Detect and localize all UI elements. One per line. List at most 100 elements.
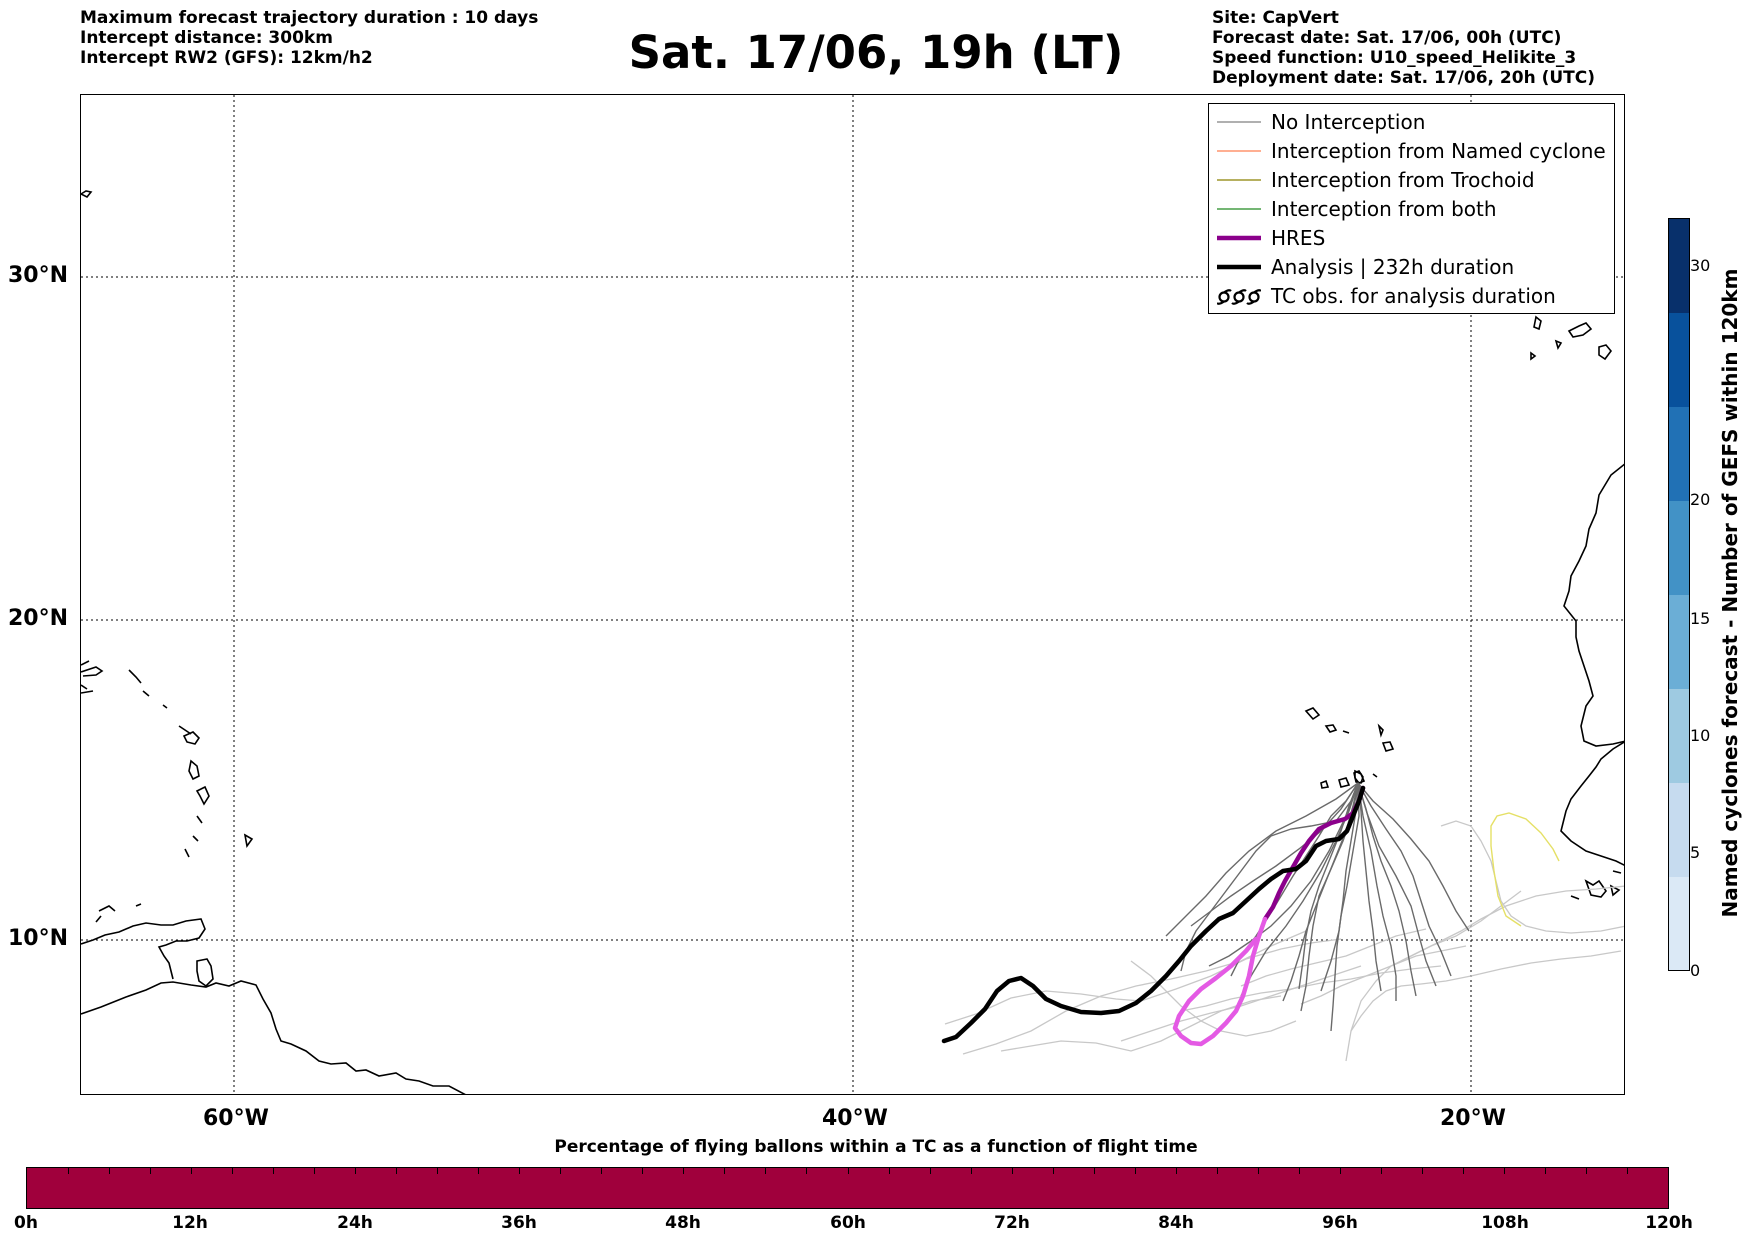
- cbar-bottom-minor-tick: [724, 1168, 726, 1174]
- hispaniola-edge: [81, 660, 90, 690]
- cbar-right-tick: 5: [1690, 843, 1701, 862]
- colorbar-right-label: Named cyclones forecast - Number of GEFS…: [1718, 268, 1742, 918]
- coastlines: [81, 190, 1624, 1094]
- cbar-bottom-minor-tick: [1544, 1168, 1546, 1174]
- ensemble-track: [1165, 782, 1359, 937]
- legend-label: Interception from Named cyclone: [1271, 139, 1606, 163]
- legend-label: TC obs. for analysis duration: [1271, 284, 1556, 308]
- cbar-segment: [1669, 689, 1689, 783]
- legend-item-tc-obs: TC obs. for analysis duration: [1209, 281, 1614, 310]
- cbar-bottom-minor-tick: [1257, 1168, 1259, 1174]
- info-right-line-2: Forecast date: Sat. 17/06, 00h (UTC): [1212, 28, 1562, 48]
- map-legend: No Interception Interception from Named …: [1208, 103, 1615, 314]
- legend-label: No Interception: [1271, 110, 1426, 134]
- ensemble-track: [1208, 782, 1359, 967]
- cbar-bottom-minor-tick: [519, 1168, 521, 1174]
- colorbar-right: [1668, 218, 1690, 971]
- ensemble-track: [944, 938, 1342, 1025]
- ensemble-track: [1240, 928, 1427, 987]
- cbar-bottom-tick: 108h: [1481, 1213, 1529, 1233]
- legend-item-trochoid: Interception from Trochoid: [1209, 165, 1614, 194]
- cbar-bottom-tick: 48h: [665, 1213, 701, 1233]
- ensemble-track: [1330, 782, 1360, 1032]
- cbar-bottom-minor-tick: [847, 1168, 849, 1174]
- colorbar-bottom-title: Percentage of flying ballons within a TC…: [554, 1137, 1198, 1157]
- leeward-islands: [81, 666, 254, 923]
- legend-line-swatch: [1217, 264, 1261, 270]
- cbar-bottom-tick: 36h: [501, 1213, 537, 1233]
- cbar-bottom-minor-tick: [1175, 1168, 1177, 1174]
- legend-item-analysis: Analysis | 232h duration: [1209, 252, 1614, 281]
- legend-label: Analysis | 232h duration: [1271, 255, 1515, 279]
- colorbar-right-gradient: [1669, 219, 1689, 970]
- ensemble-track: [1345, 890, 1522, 1062]
- ensemble-track: [1350, 950, 1622, 1032]
- info-right-line-3: Speed function: U10_speed_Helikite_3: [1212, 48, 1577, 68]
- cbar-segment: [1669, 877, 1689, 970]
- guinea-coast: [1560, 741, 1624, 866]
- cbar-bottom-minor-tick: [765, 1168, 767, 1174]
- cbar-bottom-minor-tick: [68, 1168, 70, 1174]
- legend-line-swatch: [1217, 121, 1261, 123]
- cbar-bottom-minor-tick: [109, 1168, 111, 1174]
- cbar-bottom-minor-tick: [1462, 1168, 1464, 1174]
- cbar-bottom-tick: 72h: [994, 1213, 1030, 1233]
- cbar-bottom-minor-tick: [1503, 1168, 1505, 1174]
- legend-label: HRES: [1271, 226, 1326, 250]
- ensemble-track: [1357, 782, 1397, 1001]
- cbar-bottom-minor-tick: [437, 1168, 439, 1174]
- page-title: Sat. 17/06, 19h (LT): [628, 26, 1124, 79]
- cbar-bottom-minor-tick: [355, 1168, 357, 1174]
- cbar-bottom-minor-tick: [1626, 1168, 1628, 1174]
- cbar-right-tick: 10: [1690, 726, 1711, 745]
- cbar-bottom-minor-tick: [888, 1168, 890, 1174]
- ensemble-tracks-light: [944, 820, 1624, 1062]
- cbar-bottom-tick: 96h: [1322, 1213, 1358, 1233]
- cbar-bottom-tick: 120h: [1645, 1213, 1693, 1233]
- info-left-line-2: Intercept distance: 300km: [80, 28, 333, 48]
- cbar-right-tick: 0: [1690, 961, 1701, 980]
- analysis-track: [941, 785, 1366, 1044]
- ensemble-track: [1357, 782, 1417, 997]
- yellow-track: [1490, 812, 1560, 927]
- ensemble-track: [1357, 782, 1382, 992]
- cbar-segment: [1669, 407, 1689, 501]
- cbar-bottom-minor-tick: [150, 1168, 152, 1174]
- azores-edge: [81, 190, 93, 199]
- legend-line-swatch: [1217, 179, 1261, 181]
- lon-label-20w: 20°W: [1440, 1106, 1506, 1131]
- cbar-bottom-tick: 0h: [14, 1213, 38, 1233]
- cbar-right-tick: 20: [1690, 490, 1711, 509]
- cbar-bottom-minor-tick: [929, 1168, 931, 1174]
- cbar-bottom-minor-tick: [1339, 1168, 1341, 1174]
- map-canvas: [81, 95, 1624, 1094]
- ensemble-track: [1180, 782, 1359, 972]
- cape-verde-islands: [1304, 707, 1395, 789]
- canary-islands: [1530, 315, 1613, 361]
- lat-label-10n: 10°N: [8, 926, 69, 951]
- info-right-line-1: Site: CapVert: [1212, 8, 1339, 28]
- legend-label: Interception from Trochoid: [1271, 168, 1535, 192]
- cbar-bottom-minor-tick: [642, 1168, 644, 1174]
- ensemble-track: [1298, 782, 1359, 990]
- cbar-segment: [1669, 313, 1689, 407]
- lat-label-30n: 30°N: [8, 263, 69, 288]
- legend-item-both: Interception from both: [1209, 194, 1614, 223]
- info-left-line-1: Maximum forecast trajectory duration : 1…: [80, 8, 539, 28]
- ensemble-track: [1400, 885, 1624, 962]
- trinidad-coast: [196, 958, 214, 988]
- legend-item-no-interception: No Interception: [1209, 107, 1614, 136]
- info-left-line-3: Intercept RW2 (GFS): 12km/h2: [80, 48, 373, 68]
- cbar-bottom-tick: 12h: [172, 1213, 208, 1233]
- ensemble-track: [1440, 820, 1624, 934]
- venezuela-gulf-coast: [81, 918, 206, 980]
- ensemble-track: [1130, 960, 1297, 1037]
- cbar-right-tick: 15: [1690, 609, 1711, 628]
- ensemble-track: [1357, 782, 1470, 932]
- ensemble-tracks-dark: [1165, 782, 1470, 1032]
- cbar-bottom-minor-tick: [1216, 1168, 1218, 1174]
- cbar-bottom-tick: 24h: [337, 1213, 373, 1233]
- cbar-bottom-minor-tick: [314, 1168, 316, 1174]
- ensemble-track: [1282, 782, 1359, 1002]
- cbar-bottom-minor-tick: [191, 1168, 193, 1174]
